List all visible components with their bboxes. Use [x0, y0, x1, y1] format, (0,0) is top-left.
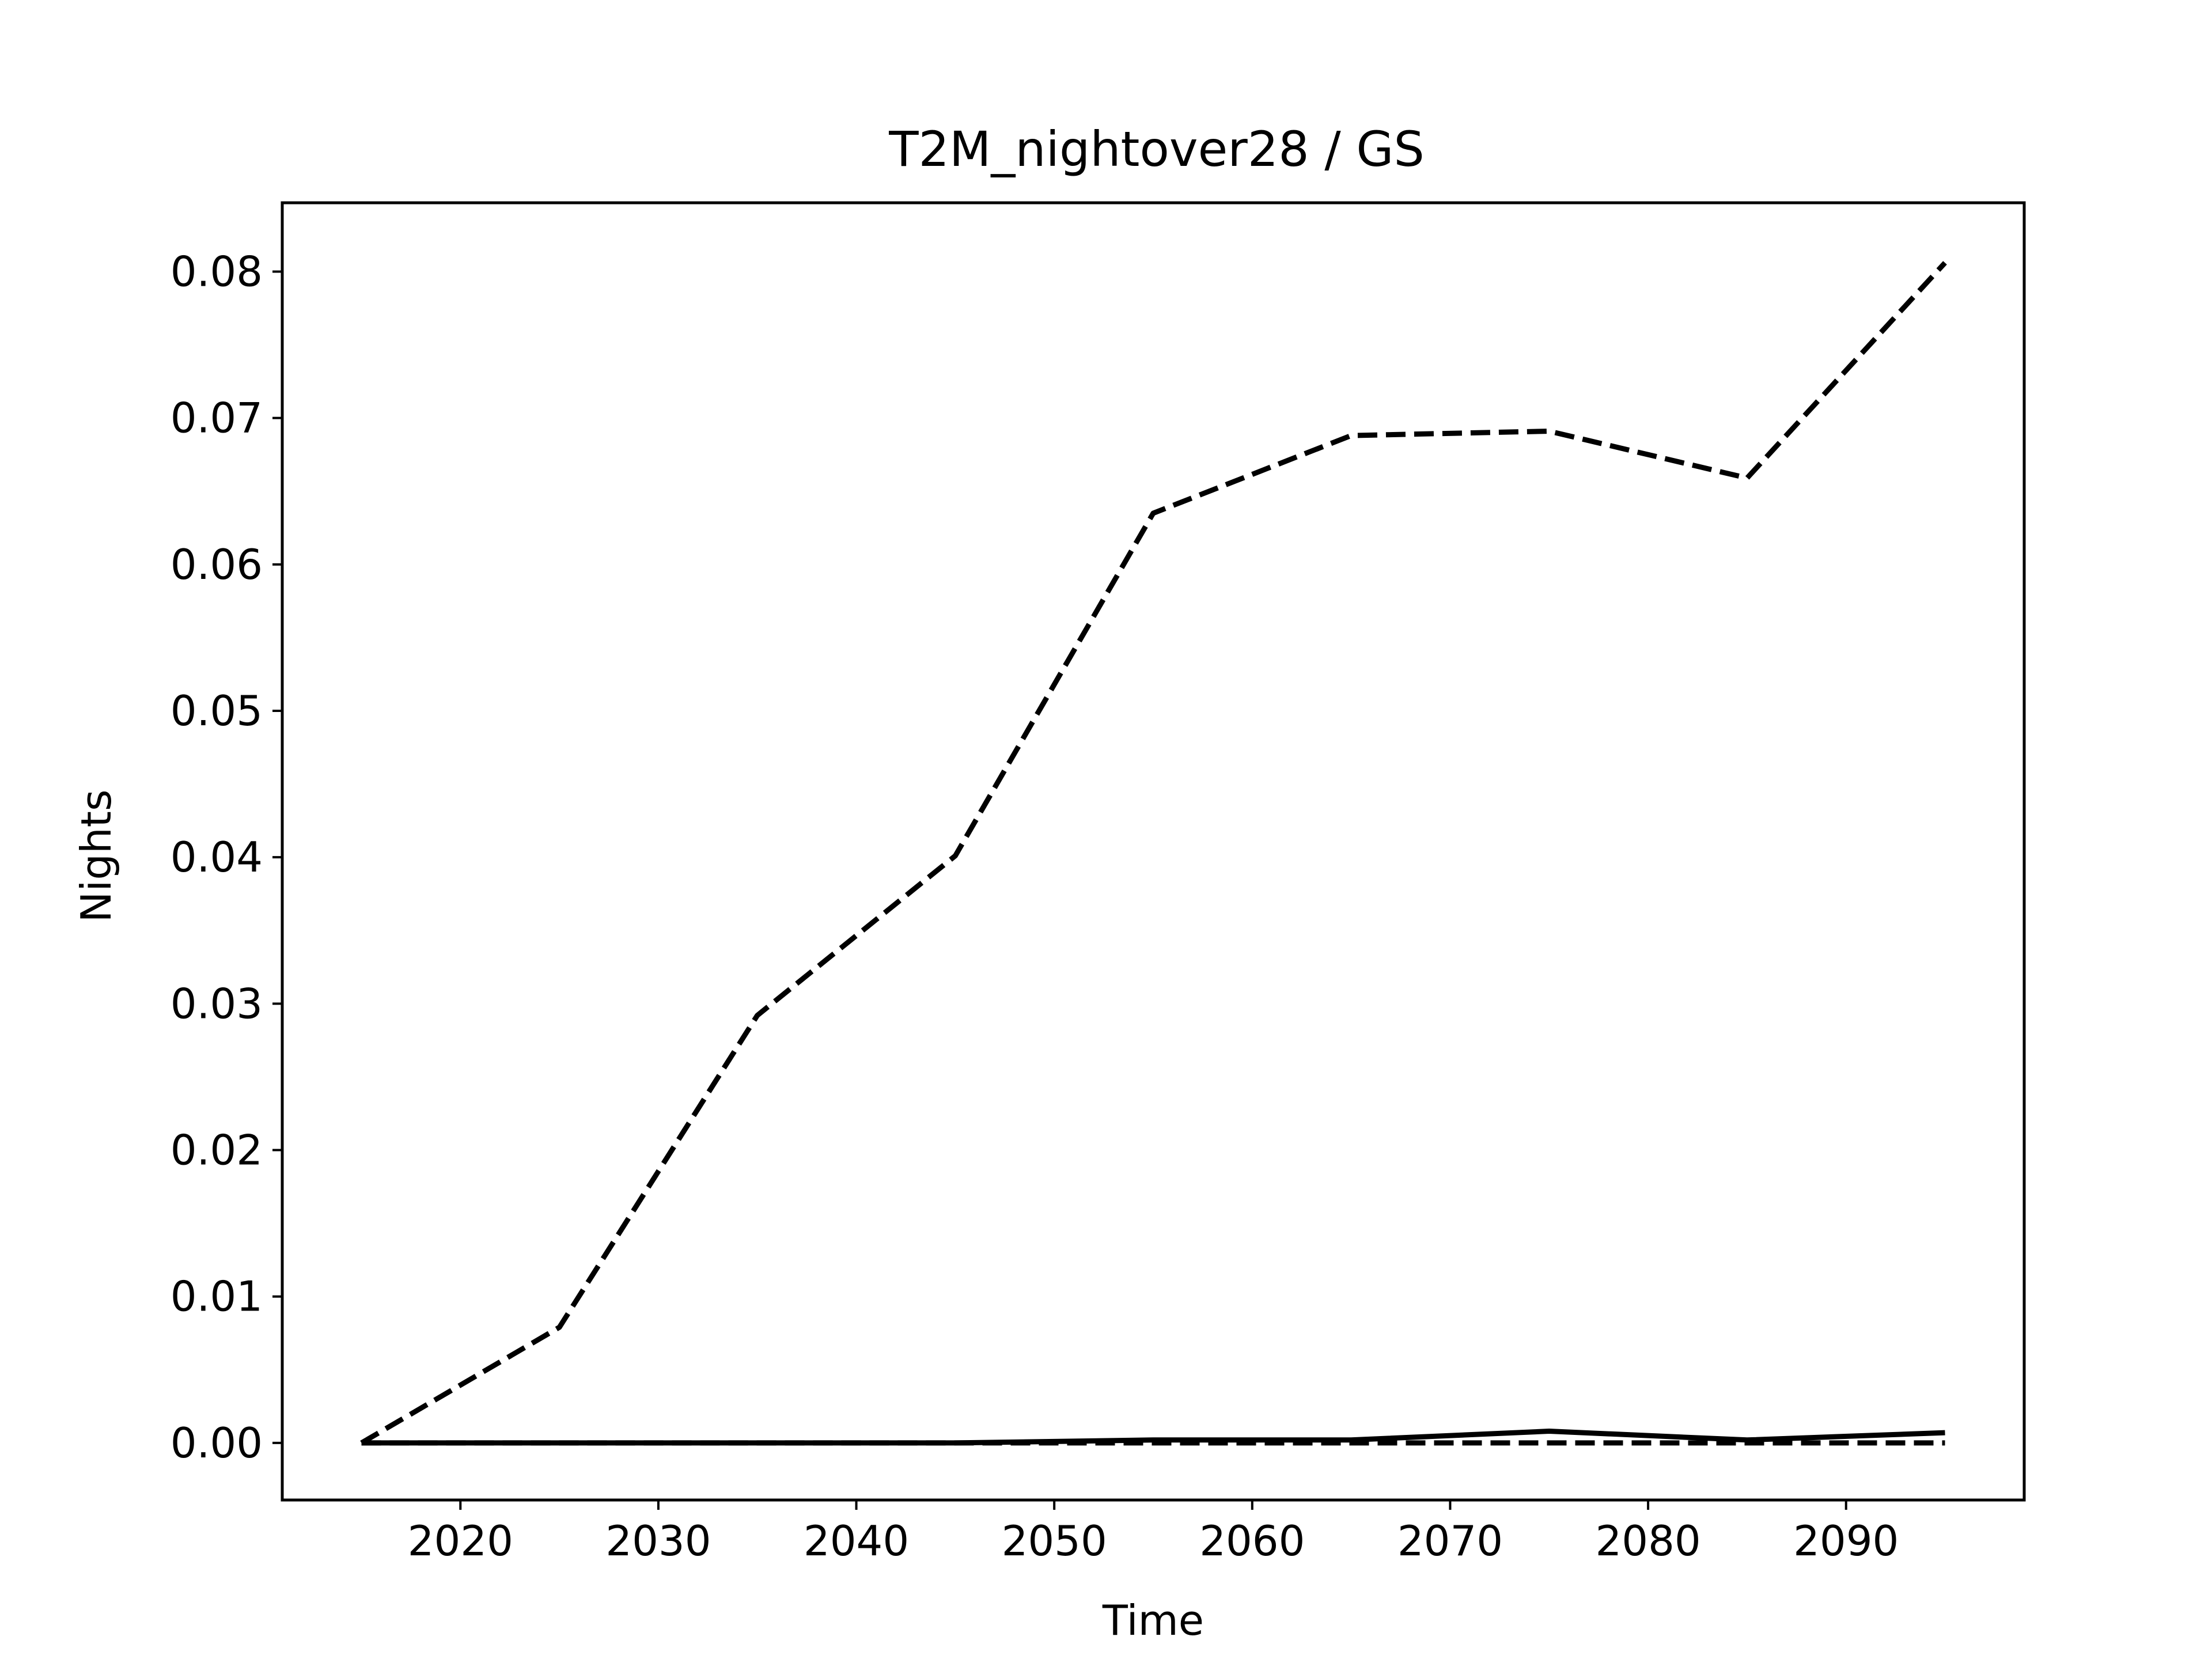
- y-tick-label: 0.00: [171, 1419, 263, 1467]
- series-line-1: [360, 261, 1947, 1445]
- series-line-2: [361, 1429, 1945, 1446]
- y-axis: 0.00 0.01 0.02 0.03 0.04 0.05 0.06 0.07 0.08: [171, 247, 282, 1467]
- y-tick-label: 0.01: [171, 1272, 263, 1321]
- y-tick-label: 0.06: [171, 540, 263, 589]
- plot-lines: [360, 261, 1947, 1446]
- x-axis: 2020 2030 2040 2050 2060 2070 2080 2090: [408, 1500, 1899, 1565]
- x-tick-label: 2050: [1002, 1517, 1107, 1565]
- x-tick-label: 2070: [1397, 1517, 1503, 1565]
- plot-frame: [281, 201, 2026, 1502]
- chart-title: T2M_nightover28 / GS: [888, 121, 1425, 177]
- x-tick-label: 2090: [1793, 1517, 1899, 1565]
- y-tick-label: 0.05: [171, 687, 263, 735]
- y-axis-label: Nights: [72, 790, 120, 923]
- x-tick-label: 2080: [1595, 1517, 1700, 1565]
- y-tick-label: 0.03: [171, 979, 263, 1028]
- x-tick-label: 2020: [408, 1517, 513, 1565]
- x-tick-label: 2040: [804, 1517, 909, 1565]
- y-tick-label: 0.02: [171, 1126, 263, 1175]
- y-tick-label: 0.08: [171, 247, 263, 296]
- y-tick-label: 0.07: [171, 394, 263, 442]
- x-axis-label: Time: [1102, 1596, 1204, 1645]
- y-tick-label: 0.04: [171, 833, 263, 881]
- x-tick-label: 2060: [1199, 1517, 1305, 1565]
- x-tick-label: 2030: [605, 1517, 711, 1565]
